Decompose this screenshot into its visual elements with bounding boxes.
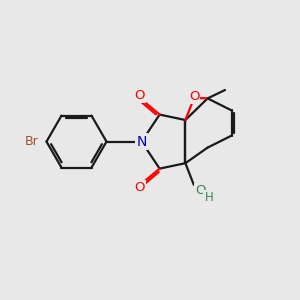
Text: O: O xyxy=(134,89,145,102)
Text: Br: Br xyxy=(24,135,38,148)
Text: O: O xyxy=(189,90,199,103)
Text: O: O xyxy=(195,184,206,197)
Text: H: H xyxy=(204,191,213,204)
Text: O: O xyxy=(134,181,145,194)
Text: N: N xyxy=(136,135,147,148)
